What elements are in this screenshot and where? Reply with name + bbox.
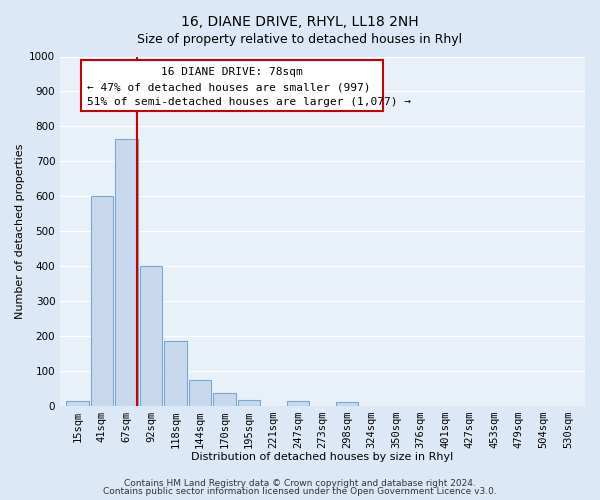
FancyBboxPatch shape: [81, 60, 383, 110]
Bar: [188, 380, 211, 406]
Y-axis label: Number of detached properties: Number of detached properties: [15, 144, 25, 319]
Text: 16 DIANE DRIVE: 78sqm: 16 DIANE DRIVE: 78sqm: [161, 67, 303, 77]
Text: 16, DIANE DRIVE, RHYL, LL18 2NH: 16, DIANE DRIVE, RHYL, LL18 2NH: [181, 15, 419, 29]
Text: Contains HM Land Registry data © Crown copyright and database right 2024.: Contains HM Land Registry data © Crown c…: [124, 478, 476, 488]
X-axis label: Distribution of detached houses by size in Rhyl: Distribution of detached houses by size …: [191, 452, 454, 462]
Bar: [115, 138, 137, 406]
Text: Contains public sector information licensed under the Open Government Licence v3: Contains public sector information licen…: [103, 487, 497, 496]
Bar: [336, 402, 358, 406]
Bar: [164, 342, 187, 406]
Bar: [66, 400, 89, 406]
Bar: [287, 402, 310, 406]
Bar: [213, 392, 236, 406]
Text: Size of property relative to detached houses in Rhyl: Size of property relative to detached ho…: [137, 32, 463, 46]
Bar: [140, 266, 162, 406]
Bar: [91, 196, 113, 406]
Text: 51% of semi-detached houses are larger (1,077) →: 51% of semi-detached houses are larger (…: [88, 96, 412, 106]
Bar: [238, 400, 260, 406]
Text: ← 47% of detached houses are smaller (997): ← 47% of detached houses are smaller (99…: [88, 82, 371, 92]
